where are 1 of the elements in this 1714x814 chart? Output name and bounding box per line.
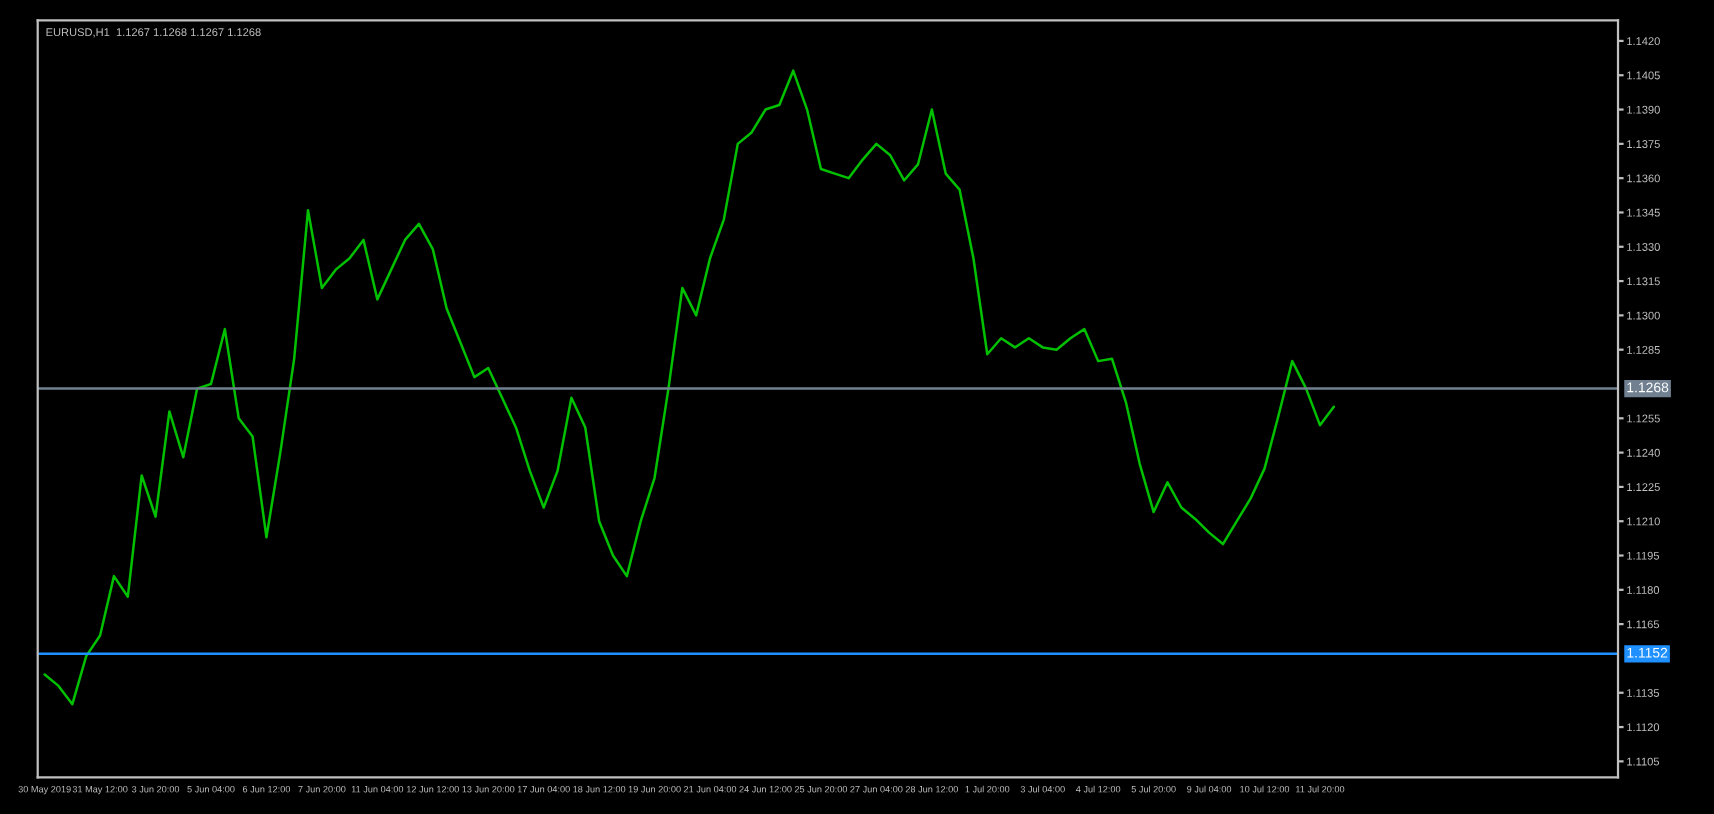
line-series xyxy=(43,69,1336,706)
